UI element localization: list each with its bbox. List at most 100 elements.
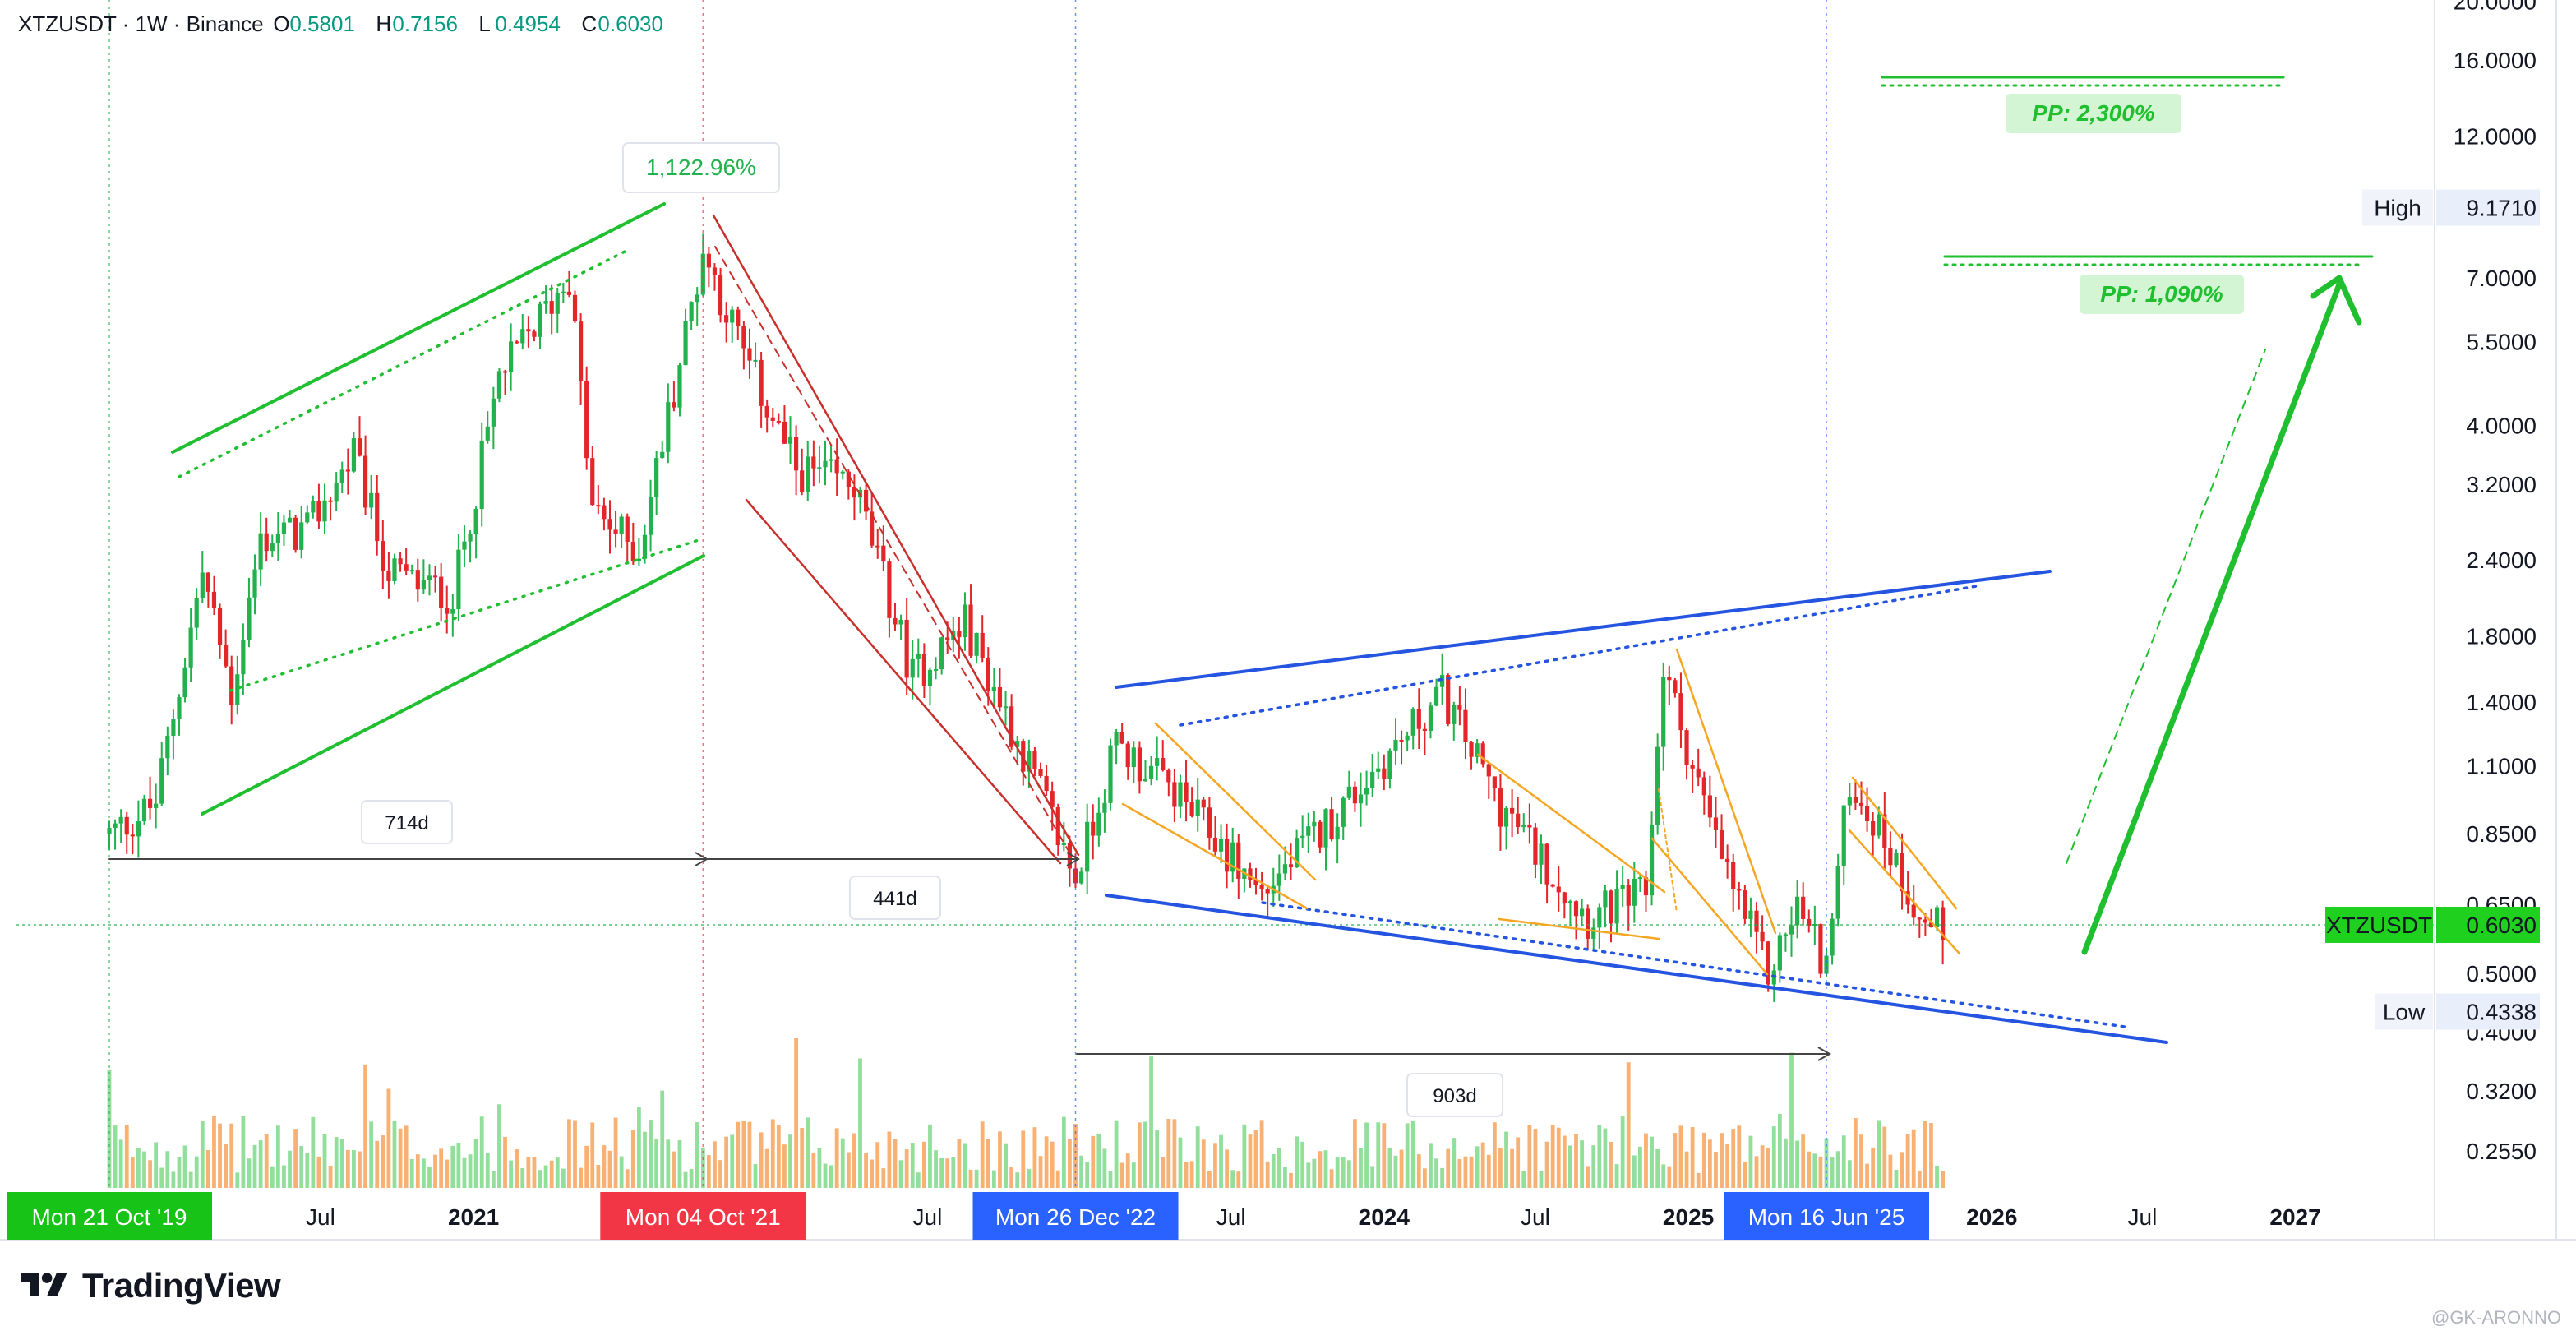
candle[interactable] xyxy=(689,302,694,321)
candle[interactable] xyxy=(1725,858,1730,862)
candle[interactable] xyxy=(683,321,688,366)
candle[interactable] xyxy=(1225,838,1230,872)
candle[interactable] xyxy=(118,816,123,824)
candle[interactable] xyxy=(1556,886,1561,893)
candle[interactable] xyxy=(1544,843,1549,885)
candle[interactable] xyxy=(141,798,147,822)
candle[interactable] xyxy=(1603,890,1608,908)
candle[interactable] xyxy=(229,666,234,705)
candle[interactable] xyxy=(730,309,735,323)
candle[interactable] xyxy=(1794,896,1800,926)
candle[interactable] xyxy=(1201,799,1206,808)
candle[interactable] xyxy=(945,637,950,640)
candle[interactable] xyxy=(154,803,159,808)
candle[interactable] xyxy=(1027,751,1032,772)
candle[interactable] xyxy=(502,371,508,373)
candle[interactable] xyxy=(1858,802,1864,806)
candle[interactable] xyxy=(1789,925,1794,935)
candle[interactable] xyxy=(258,533,263,570)
candle[interactable] xyxy=(1108,745,1113,803)
tradingview-logo[interactable]: TradingView xyxy=(18,1266,281,1305)
candle[interactable] xyxy=(136,821,141,837)
candle[interactable] xyxy=(619,516,624,534)
candle[interactable] xyxy=(1807,918,1812,926)
candle[interactable] xyxy=(445,608,450,614)
candle[interactable] xyxy=(1155,758,1160,766)
candle[interactable] xyxy=(205,572,210,592)
candle[interactable] xyxy=(357,438,362,456)
candle[interactable] xyxy=(194,598,199,628)
candle[interactable] xyxy=(1847,797,1852,806)
candle[interactable] xyxy=(1480,743,1485,765)
candle[interactable] xyxy=(177,697,182,720)
candle[interactable] xyxy=(1300,835,1305,839)
candle[interactable] xyxy=(217,608,223,645)
candle[interactable] xyxy=(432,575,438,578)
candle[interactable] xyxy=(811,456,816,469)
candle[interactable] xyxy=(764,405,769,418)
candle[interactable] xyxy=(543,301,548,304)
candle[interactable] xyxy=(1591,927,1596,939)
candle[interactable] xyxy=(1503,807,1509,827)
candle[interactable] xyxy=(316,501,321,522)
candle[interactable] xyxy=(1410,709,1415,736)
candle[interactable] xyxy=(1055,806,1060,846)
candle[interactable] xyxy=(1748,910,1753,919)
candle[interactable] xyxy=(520,329,525,344)
candle[interactable] xyxy=(1422,728,1427,731)
candle[interactable] xyxy=(1003,706,1009,709)
candle[interactable] xyxy=(1841,805,1846,866)
candle[interactable] xyxy=(130,834,135,837)
candle[interactable] xyxy=(887,561,892,618)
candle[interactable] xyxy=(1743,890,1747,919)
candle[interactable] xyxy=(1091,821,1096,836)
candle[interactable] xyxy=(404,564,409,571)
candle[interactable] xyxy=(916,654,921,659)
candle[interactable] xyxy=(1405,735,1410,741)
candle[interactable] xyxy=(642,534,648,559)
candle[interactable] xyxy=(1719,829,1724,859)
candle[interactable] xyxy=(834,459,839,474)
candle[interactable] xyxy=(817,467,822,469)
candle[interactable] xyxy=(462,541,467,550)
candle[interactable] xyxy=(124,816,129,835)
candle[interactable] xyxy=(706,253,711,268)
candle[interactable] xyxy=(741,326,746,349)
candle[interactable] xyxy=(1661,677,1666,747)
candle[interactable] xyxy=(1282,864,1288,874)
candle[interactable] xyxy=(1078,871,1084,884)
candle[interactable] xyxy=(770,417,775,421)
candle[interactable] xyxy=(1318,821,1323,848)
candle[interactable] xyxy=(496,371,502,399)
candle[interactable] xyxy=(555,293,560,314)
candle[interactable] xyxy=(1335,826,1340,840)
candle[interactable] xyxy=(281,522,287,534)
candle[interactable] xyxy=(782,422,787,444)
candle[interactable] xyxy=(1329,809,1334,840)
candle[interactable] xyxy=(910,658,915,678)
candle[interactable] xyxy=(1428,705,1433,731)
candle[interactable] xyxy=(1469,742,1474,757)
candle[interactable] xyxy=(1050,791,1055,807)
candle[interactable] xyxy=(1754,910,1759,932)
candle[interactable] xyxy=(1446,675,1451,724)
candle[interactable] xyxy=(1178,782,1183,807)
candle[interactable] xyxy=(1096,812,1101,836)
candle[interactable] xyxy=(672,402,676,408)
candle[interactable] xyxy=(287,517,293,523)
candle[interactable] xyxy=(1131,747,1136,768)
candle[interactable] xyxy=(1102,802,1107,813)
candle[interactable] xyxy=(334,483,339,502)
candle[interactable] xyxy=(1586,908,1590,939)
candle[interactable] xyxy=(159,758,164,804)
candle[interactable] xyxy=(375,492,380,542)
candle[interactable] xyxy=(852,487,857,498)
candle[interactable] xyxy=(1760,931,1765,942)
candle[interactable] xyxy=(1673,680,1678,694)
candle[interactable] xyxy=(351,438,357,472)
candle[interactable] xyxy=(561,291,566,293)
candle[interactable] xyxy=(1731,862,1736,889)
candle[interactable] xyxy=(1539,843,1544,865)
candle[interactable] xyxy=(1161,758,1166,770)
